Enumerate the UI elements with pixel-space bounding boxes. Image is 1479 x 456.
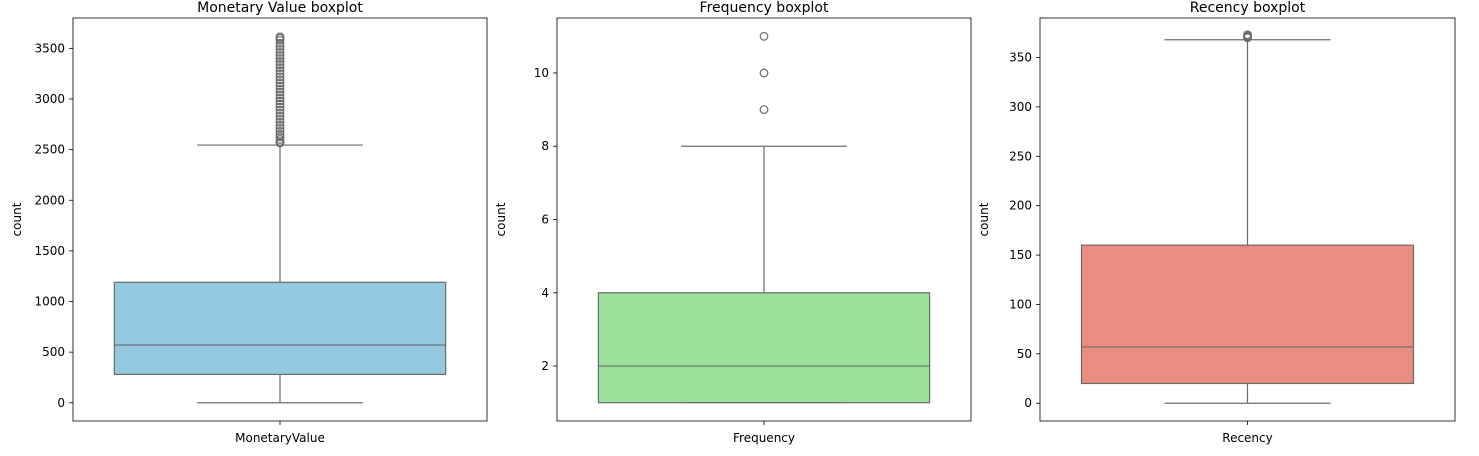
outlier-point [275,54,285,63]
iqr-box [1080,244,1415,385]
chart-title: Monetary Value boxplot [197,0,363,16]
outlier-point [759,31,769,41]
chart-title: Recency boxplot [1190,0,1306,16]
y-tick-label: 200 [1009,199,1032,213]
boxplot-panel-2: Frequency boxplot 2 4 6 8 10 count Frequency [494,0,972,445]
outlier-point [275,130,285,139]
y-tick-label: 100 [1009,297,1032,311]
outlier-point [275,114,285,124]
x-tick-label: Recency [1222,431,1272,445]
y-axis-label: count [494,202,508,236]
outlier-point [275,87,285,97]
outlier-point [275,99,285,109]
outlier-point [275,81,285,91]
y-tick-label: 1000 [34,295,65,309]
outlier-point [275,93,285,103]
y-tick-label: 3500 [34,41,65,55]
y-tick-label: 150 [1009,248,1032,262]
chart-title: Frequency boxplot [700,0,829,16]
outlier-point [275,72,285,82]
y-tick-label: 0 [57,396,65,410]
outlier-point [275,51,285,60]
outlier-point [275,111,285,121]
outlier-point [275,120,285,130]
y-tick-label: 500 [42,345,65,359]
y-tick-label: 350 [1009,51,1032,65]
y-tick-label: 2500 [34,143,65,157]
outlier-point [759,105,769,114]
outlier-point [275,75,285,85]
outlier-point [275,102,285,112]
y-axis-label: count [977,202,991,236]
y-tick-label: 10 [534,66,549,80]
y-tick-label: 250 [1009,149,1032,163]
outlier-point [275,96,285,106]
x-tick-label: MonetaryValue [235,431,325,445]
y-axis-label: count [10,202,24,236]
outlier-point [275,57,285,66]
outlier-point [275,108,285,118]
y-tick-label: 50 [1017,347,1032,361]
outlier-point [275,60,285,69]
outlier-point [275,66,285,76]
boxplot-panel-1: Monetary Value boxplot 0 500 1000 1500 2000 25… [10,0,488,445]
y-tick-label: 8 [541,139,549,153]
outlier-point [275,63,285,73]
outlier-point [275,90,285,100]
outlier-point [275,123,285,133]
outlier-point [275,78,285,88]
x-tick-label: Frequency [733,431,795,445]
outlier-point [275,84,285,94]
iqr-box [113,281,447,376]
boxplot-panel-3: Recency boxplot 0 50 100 150 200 250 300 350 coun… [977,0,1456,445]
y-tick-label: 2 [541,359,549,373]
y-tick-label: 4 [541,286,549,300]
y-tick-label: 300 [1009,100,1032,114]
outlier-point [275,69,285,79]
y-tick-label: 6 [541,213,549,227]
outlier-point [275,132,285,142]
outlier-point [275,105,285,115]
outlier-point [275,32,285,42]
outlier-point [275,127,285,136]
y-tick-label: 2000 [34,193,65,207]
outlier-point [275,48,285,57]
outlier-point [275,117,285,127]
y-tick-label: 1500 [34,244,65,258]
outlier-point [759,68,769,78]
outlier-point [1243,30,1252,40]
outlier-point [275,38,285,48]
y-tick-label: 0 [1024,396,1032,410]
outlier-point [275,44,285,54]
y-tick-label: 3000 [34,92,65,106]
iqr-box [597,292,931,404]
